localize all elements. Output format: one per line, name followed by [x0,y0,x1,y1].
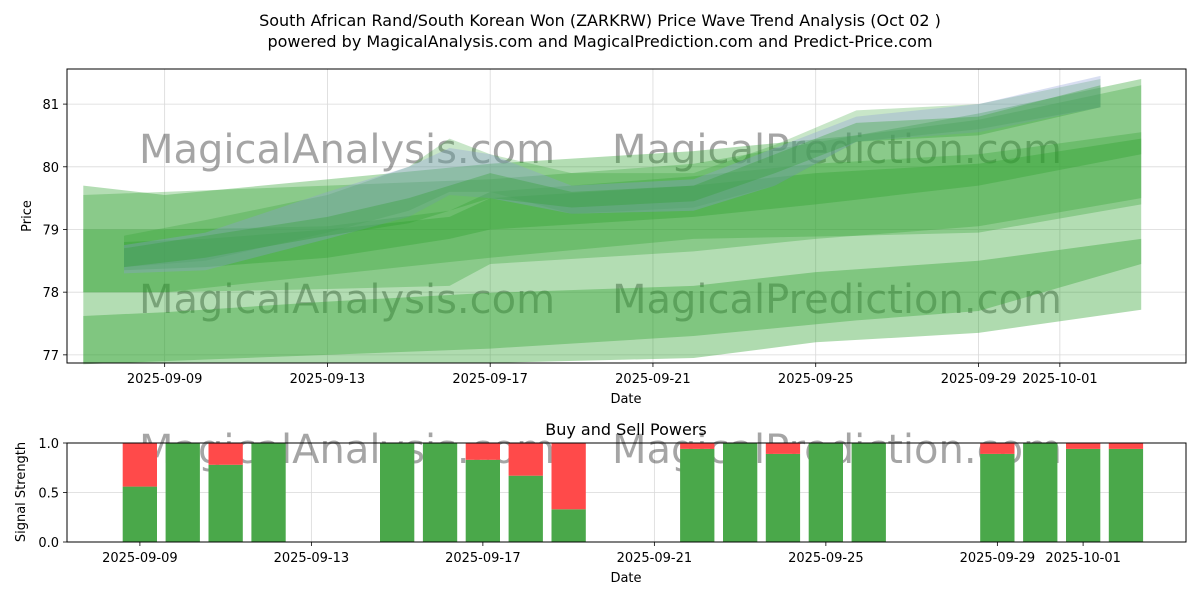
price-x-tick-label: 2025-09-29 [941,372,1017,387]
price-plot: MagicalAnalysis.com MagicalPrediction.co… [20,68,1187,407]
chart-title-line-1: South African Rand/South Korean Won (ZAR… [259,11,941,30]
buy-bar [251,443,286,542]
buy-bar [165,443,200,542]
buy-bar [465,459,500,542]
price-band-mid-band [83,132,1142,293]
price-y-axis-label: Price [20,200,35,232]
signal-x-tick-label: 2025-09-13 [274,551,350,566]
buy-bar [551,509,586,542]
buy-bar [380,443,415,542]
price-x-tick-label: 2025-09-25 [778,372,854,387]
price-watermarks: MagicalAnalysis.com MagicalPrediction.co… [139,127,1062,323]
sell-bar [122,443,157,487]
signal-x-tick-label: 2025-09-29 [960,551,1036,566]
price-x-ticks: 2025-09-09 2025-09-13 2025-09-17 2025-09-21… [127,363,1098,387]
watermark-mid-right: MagicalPrediction.com [612,277,1062,323]
signal-y-axis-label: Signal Strength [14,442,29,542]
price-y-ticks: 77 78 79 80 81 [42,98,67,364]
signal-plot-title: Buy and Sell Powers [545,420,707,439]
price-y-tick-label: 78 [42,286,59,301]
price-y-tick-label: 81 [42,98,59,113]
buy-bar [1023,443,1058,542]
buy-bar [680,448,715,542]
price-band-wide-bottom [83,79,1142,365]
buy-bar [422,443,458,542]
signal-x-tick-label: 2025-09-09 [102,551,178,566]
price-band-upper-band [124,79,1101,268]
price-band-outer-lower [83,238,1142,363]
signal-x-ticks: 2025-09-09 2025-09-13 2025-09-17 2025-09-21… [102,542,1121,566]
buy-bar [765,453,801,542]
buy-bar [808,443,843,542]
signal-x-tick-label: 2025-09-21 [617,551,693,566]
buy-bar [208,464,243,542]
signal-x-tick-label: 2025-09-17 [445,551,521,566]
sell-bar [208,443,243,465]
price-band-core-band [124,138,1142,271]
price-x-tick-label: 2025-09-21 [615,372,691,387]
sell-bar [680,443,715,449]
signal-y-tick-label: 1.0 [38,437,59,452]
watermark-mid-left: MagicalAnalysis.com [139,277,555,323]
signal-plot: Buy and Sell Powers MagicalAnalysis.com … [14,420,1187,586]
buy-bar [122,486,157,542]
signal-y-tick-label: 0.0 [38,536,59,551]
price-x-tick-label: 2025-09-13 [290,372,366,387]
watermark-top-left: MagicalAnalysis.com [139,127,555,173]
watermark-top-right: MagicalPrediction.com [612,127,1062,173]
price-x-tick-label: 2025-10-01 [1022,372,1098,387]
price-band-wide-top [83,85,1142,293]
chart-title-line-2: powered by MagicalAnalysis.com and Magic… [267,32,932,51]
price-y-tick-label: 80 [42,161,59,176]
sell-bar [765,443,801,454]
price-y-tick-label: 77 [42,349,59,364]
price-plot-frame [66,68,1187,364]
signal-x-tick-label: 2025-09-25 [788,551,864,566]
price-x-tick-label: 2025-09-09 [127,372,203,387]
buy-bar [508,475,543,542]
buy-bar [723,443,758,542]
sell-bar [1066,443,1101,449]
price-band-inner-band [124,85,1101,268]
price-wave-bands [83,75,1142,365]
sell-bar [1108,443,1144,449]
sell-bar [551,443,586,510]
price-x-tick-label: 2025-09-17 [452,372,528,387]
buy-bar [1066,448,1101,542]
signal-y-ticks: 0.0 0.5 1.0 [38,437,67,551]
sell-bar [980,443,1015,454]
sell-bar [508,443,543,476]
signal-x-tick-label: 2025-10-01 [1045,551,1121,566]
sell-bar [465,443,500,460]
signal-bars [122,443,1144,542]
price-band-blue-band [124,75,1101,274]
price-gridlines [67,69,1186,363]
price-x-axis-label: Date [610,392,641,407]
signal-x-axis-label: Date [610,571,641,586]
buy-bar [980,453,1015,542]
signal-y-tick-label: 0.5 [38,487,59,502]
buy-bar [1108,448,1144,542]
price-y-tick-label: 79 [42,223,59,238]
buy-bar [851,443,886,542]
